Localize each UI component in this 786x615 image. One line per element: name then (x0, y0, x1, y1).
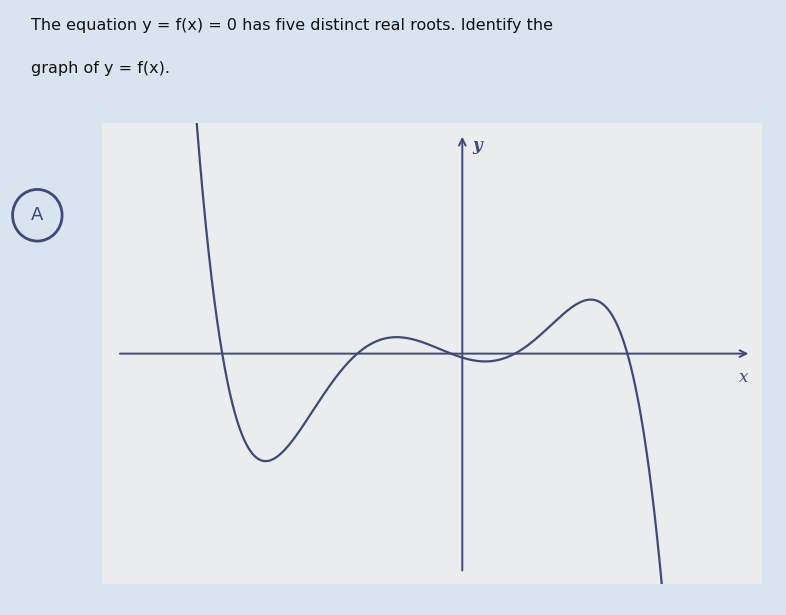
Text: The equation y = f(x) = 0 has five distinct real roots. Identify the: The equation y = f(x) = 0 has five disti… (31, 18, 553, 33)
Text: A: A (31, 206, 43, 224)
Text: x: x (739, 369, 748, 386)
Text: y: y (472, 137, 482, 154)
Text: graph of y = f(x).: graph of y = f(x). (31, 62, 171, 76)
